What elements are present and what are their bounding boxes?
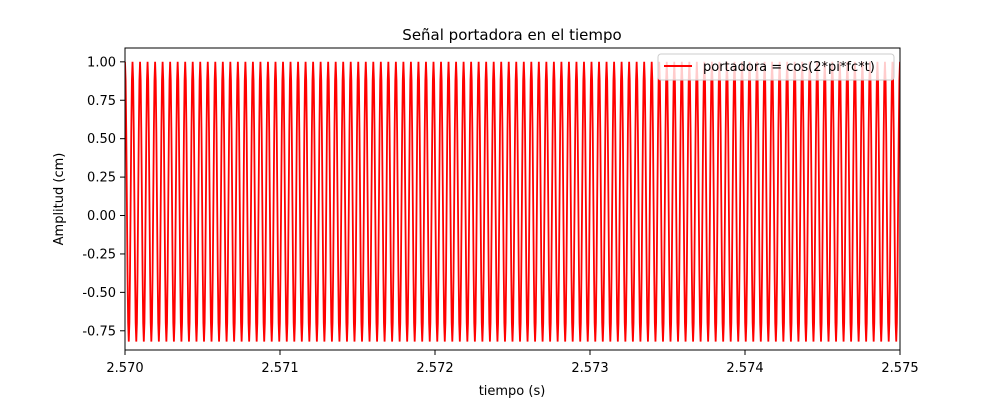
plot-area-frame xyxy=(124,47,901,351)
y-tick-label: 1.00 xyxy=(87,55,116,70)
chart-title: Señal portadora en el tiempo xyxy=(402,26,621,44)
x-axis: 2.570 2.571 2.572 2.573 2.574 2.575 xyxy=(106,350,919,376)
y-tick-label: 0.00 xyxy=(87,209,116,224)
legend-box xyxy=(657,53,895,81)
y-tick-label: 0.50 xyxy=(87,132,116,147)
legend: portadora = cos(2*pi*fc*t) xyxy=(657,53,895,81)
y-tick-label: -0.50 xyxy=(82,286,116,301)
series-layer xyxy=(125,61,900,342)
y-tick-label: -0.75 xyxy=(82,324,116,339)
x-tick-label: 2.574 xyxy=(726,361,763,376)
y-tick-label: 0.25 xyxy=(87,171,116,186)
y-axis: -0.75 -0.50 -0.25 0.00 0.25 0.50 0.75 1.00 xyxy=(82,55,125,339)
x-axis-label: tiempo (s) xyxy=(479,384,546,399)
y-axis-label: Amplitud (cm) xyxy=(52,153,67,246)
y-tick-label: 0.75 xyxy=(87,94,116,109)
x-tick-label: 2.570 xyxy=(106,361,143,376)
x-tick-label: 2.572 xyxy=(416,361,453,376)
y-tick-label: -0.25 xyxy=(82,247,116,262)
x-tick-label: 2.575 xyxy=(881,361,918,376)
series-line-0 xyxy=(125,61,900,342)
x-tick-label: 2.573 xyxy=(571,361,608,376)
legend-label-portadora: portadora = cos(2*pi*fc*t) xyxy=(703,60,875,75)
x-tick-label: 2.571 xyxy=(261,361,298,376)
